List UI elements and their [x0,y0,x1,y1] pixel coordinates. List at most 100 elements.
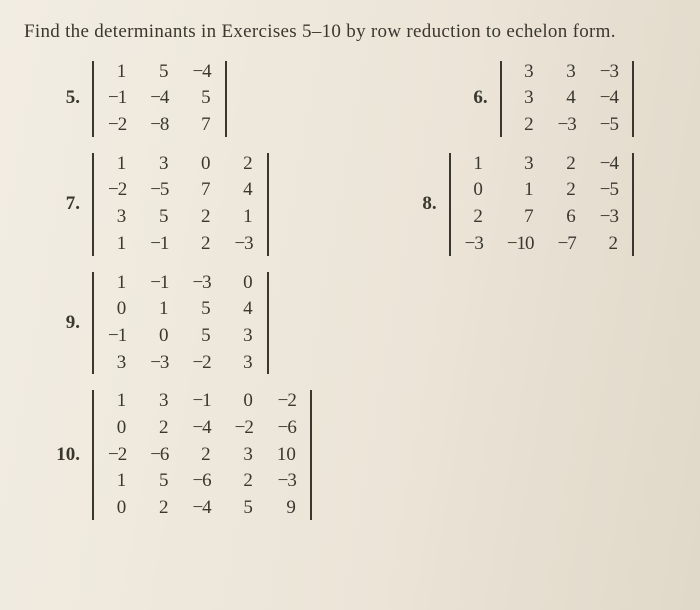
matrix-cell: 0 [138,323,180,350]
matrix-cell: −4 [180,415,222,442]
matrix-table: 1302−2−57435211−12−3 [96,151,265,258]
det-bar-left [92,153,94,256]
matrix-cell: −1 [96,323,138,350]
problem-slot-left: 5. 15−4−1−45−2−87 [52,59,229,139]
matrix-cell: 1 [222,204,264,231]
instructions-text: Find the determinants in Exercises 5–10 … [24,20,676,45]
problem-number: 5. [52,86,80,111]
matrix-cell: −6 [180,468,222,495]
matrix-cell: 2 [138,415,180,442]
matrix-cell: 3 [96,350,138,377]
matrix-cell: 4 [546,85,588,112]
matrix-cell: −2 [223,415,265,442]
matrix-table: 15−4−1−45−2−87 [96,59,223,139]
matrix-cell: 1 [96,151,138,178]
problem-p7: 7.1302−2−57435211−12−3 [52,151,271,258]
matrix-cell: 6 [546,204,588,231]
matrix-cell: −4 [180,495,222,522]
det-bar-right [632,153,634,256]
problem-p6: 6.33−334−42−3−5 [460,59,636,139]
matrix-table: 132−4012−5276−3−3−10−72 [453,151,630,258]
matrix-cell: 1 [453,151,495,178]
matrix-cell: −5 [588,112,630,139]
matrix-cell: −3 [138,350,180,377]
problem-number: 8. [409,192,437,217]
matrix-cell: 3 [223,442,265,469]
det-bar-right [267,272,269,375]
matrix-cell: 1 [96,270,138,297]
matrix-cell: 3 [138,388,180,415]
matrix-cell: 2 [180,231,222,258]
matrix-cell: −3 [180,270,222,297]
matrix-cell: 2 [546,177,588,204]
matrix-row: 3521 [96,204,265,231]
determinant: 33−334−42−3−5 [498,59,636,139]
matrix-cell: 1 [96,59,138,86]
det-bar-left [92,272,94,375]
matrix-cell: 2 [546,151,588,178]
matrix-cell: 2 [588,231,630,258]
det-bar-left [92,61,94,137]
problem-p9: 9.1−1−300154−10533−3−23 [52,270,271,377]
matrix-cell: 0 [96,415,138,442]
problem-number: 10. [52,443,80,468]
problem-p8: 8.132−4012−5276−3−3−10−72 [409,151,636,258]
problems-container: 5.15−4−1−45−2−876.33−334−42−3−57.1302−2−… [24,59,676,522]
matrix-cell: 3 [138,151,180,178]
det-bar-right [267,153,269,256]
determinant: 132−4012−5276−3−3−10−72 [447,151,636,258]
matrix-cell: −1 [138,270,180,297]
matrix-cell: 0 [180,151,222,178]
problem-p10: 10.13−10−202−4−2−6−2−6231015−62−302−459 [52,388,314,521]
matrix-cell: 3 [223,323,265,350]
matrix-cell: 4 [222,177,264,204]
matrix-cell: −2 [96,442,138,469]
matrix-cell: −4 [588,151,630,178]
problem-row: 9.1−1−300154−10533−3−23 [24,270,676,377]
determinant: 1302−2−57435211−12−3 [90,151,271,258]
matrix-cell: 5 [223,495,265,522]
matrix-cell: 0 [223,388,265,415]
matrix-cell: 5 [138,468,180,495]
matrix-cell: 9 [265,495,308,522]
matrix-cell: −3 [588,204,630,231]
matrix-cell: −6 [265,415,308,442]
problem-slot-left: 7.1302−2−57435211−12−3 [52,151,271,258]
det-bar-left [500,61,502,137]
problem-row: 5. 15−4−1−45−2−87 6.33−334−42−3−5 [24,59,676,139]
matrix-cell: 2 [138,495,180,522]
matrix-row: 276−3 [453,204,630,231]
problem-number: 7. [52,192,80,217]
matrix-cell: −5 [138,177,180,204]
matrix-row: 1−1−30 [96,270,265,297]
matrix-cell: 2 [504,112,546,139]
matrix-cell: 7 [180,112,222,139]
matrix-cell: 5 [180,296,222,323]
matrix-row: 1−12−3 [96,231,265,258]
problem-row: 10.13−10−202−4−2−6−2−6231015−62−302−459 [24,388,676,521]
problem-slot-left: 9.1−1−300154−10533−3−23 [52,270,271,377]
det-bar-right [310,390,312,519]
matrix-row: 132−4 [453,151,630,178]
matrix-cell: 7 [495,204,546,231]
problem-slot-right: 6.33−334−42−3−5 [460,59,636,139]
matrix-cell: 2 [180,442,222,469]
det-bar-right [632,61,634,137]
matrix-cell: −1 [138,231,180,258]
problem-slot-left: 10.13−10−202−4−2−6−2−6231015−62−302−459 [52,388,314,521]
matrix-row: 33−3 [504,59,630,86]
matrix-cell: −2 [96,177,138,204]
problem-p5: 5. 15−4−1−45−2−87 [52,59,229,139]
matrix-row: −2−62310 [96,442,308,469]
det-bar-left [92,390,94,519]
problem-slot-right: 8.132−4012−5276−3−3−10−72 [409,151,636,258]
matrix-cell: 1 [96,388,138,415]
matrix-cell: 1 [96,468,138,495]
matrix-table: 13−10−202−4−2−6−2−6231015−62−302−459 [96,388,308,521]
matrix-cell: −2 [180,350,222,377]
matrix-row: 15−62−3 [96,468,308,495]
matrix-cell: 0 [453,177,495,204]
matrix-cell: 3 [96,204,138,231]
matrix-row: −1−45 [96,85,223,112]
matrix-cell: 5 [138,204,180,231]
